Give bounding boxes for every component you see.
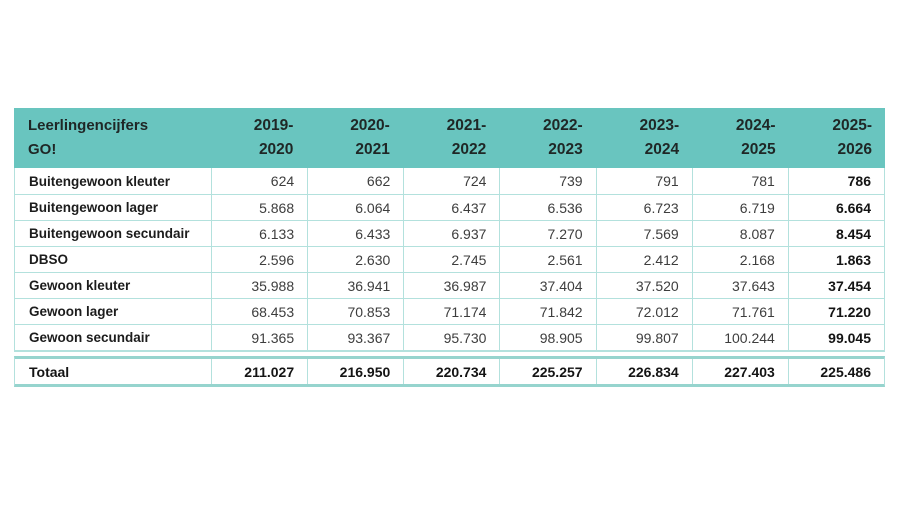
total-value-cell: 220.734 bbox=[403, 359, 499, 384]
value-cell: 98.905 bbox=[499, 325, 595, 350]
table-total-row: Totaal 211.027 216.950 220.734 225.257 226.83… bbox=[14, 356, 885, 387]
value-cell: 6.723 bbox=[595, 195, 692, 220]
total-value-cell: 211.027 bbox=[211, 359, 307, 384]
value-cell: 37.643 bbox=[691, 273, 788, 298]
table-row: Gewoon secundair 91.365 93.367 95.730 98.905… bbox=[15, 324, 884, 350]
value-cell: 71.220 bbox=[787, 299, 884, 324]
value-cell: 99.045 bbox=[787, 325, 884, 350]
table-row: Gewoon kleuter 35.988 36.941 36.987 37.404 37… bbox=[15, 272, 884, 298]
total-value-cell: 225.486 bbox=[787, 359, 884, 384]
value-cell: 72.012 bbox=[595, 299, 692, 324]
column-header-2024-2025: 2024- 2025 bbox=[735, 117, 776, 158]
table-row: Gewoon lager 68.453 70.853 71.174 71.842 72.0… bbox=[15, 298, 884, 324]
column-header-2021-2022: 2021- 2022 bbox=[446, 117, 487, 158]
row-label: Gewoon kleuter bbox=[29, 278, 131, 293]
table-row: DBSO 2.596 2.630 2.745 2.561 2.412 2.168 1.863 bbox=[15, 246, 884, 272]
row-label: Buitengewoon secundair bbox=[29, 226, 190, 241]
value-cell: 6.064 bbox=[307, 195, 403, 220]
value-cell: 36.987 bbox=[403, 273, 499, 298]
value-cell: 71.842 bbox=[499, 299, 595, 324]
value-cell: 99.807 bbox=[595, 325, 692, 350]
column-header-2020-2021: 2020- 2021 bbox=[350, 117, 390, 158]
value-cell: 2.630 bbox=[307, 247, 403, 272]
value-cell: 7.270 bbox=[499, 221, 595, 246]
value-cell: 8.087 bbox=[691, 221, 788, 246]
value-cell: 6.937 bbox=[403, 221, 499, 246]
total-value-cell: 225.257 bbox=[499, 359, 595, 384]
value-cell: 739 bbox=[499, 168, 595, 194]
value-cell: 6.719 bbox=[691, 195, 788, 220]
value-cell: 2.745 bbox=[403, 247, 499, 272]
value-cell: 91.365 bbox=[211, 325, 307, 350]
leerlingencijfers-table: Leerlingencijfers GO! 2019- 2020 2020- 202… bbox=[14, 108, 885, 387]
table-row: Buitengewoon lager 5.868 6.064 6.437 6.536 6.… bbox=[15, 194, 884, 220]
value-cell: 93.367 bbox=[307, 325, 403, 350]
row-label: Buitengewoon lager bbox=[29, 200, 159, 215]
value-cell: 37.404 bbox=[499, 273, 595, 298]
value-cell: 6.133 bbox=[211, 221, 307, 246]
table-body: Buitengewoon kleuter 624 662 724 739 791 781 78… bbox=[14, 168, 885, 352]
value-cell: 68.453 bbox=[211, 299, 307, 324]
value-cell: 5.868 bbox=[211, 195, 307, 220]
value-cell: 36.941 bbox=[307, 273, 403, 298]
value-cell: 37.520 bbox=[595, 273, 692, 298]
value-cell: 71.174 bbox=[403, 299, 499, 324]
value-cell: 1.863 bbox=[787, 247, 884, 272]
row-label: DBSO bbox=[29, 252, 69, 267]
column-header-2019-2020: 2019- 2020 bbox=[253, 117, 294, 158]
column-header-2023-2024: 2023- 2024 bbox=[639, 117, 680, 158]
value-cell: 6.437 bbox=[403, 195, 499, 220]
value-cell: 71.761 bbox=[691, 299, 788, 324]
value-cell: 95.730 bbox=[403, 325, 499, 350]
value-cell: 724 bbox=[403, 168, 499, 194]
total-value-cell: 226.834 bbox=[595, 359, 692, 384]
value-cell: 662 bbox=[307, 168, 403, 194]
row-label: Gewoon secundair bbox=[29, 330, 150, 345]
value-cell: 6.433 bbox=[307, 221, 403, 246]
column-header-2022-2023: 2022- 2023 bbox=[543, 117, 583, 158]
value-cell: 7.569 bbox=[595, 221, 692, 246]
value-cell: 6.664 bbox=[787, 195, 884, 220]
value-cell: 781 bbox=[691, 168, 788, 194]
value-cell: 100.244 bbox=[691, 325, 788, 350]
row-label: Gewoon lager bbox=[29, 304, 119, 319]
total-value-cell: 227.403 bbox=[691, 359, 788, 384]
value-cell: 8.454 bbox=[787, 221, 884, 246]
value-cell: 37.454 bbox=[787, 273, 884, 298]
total-label: Totaal bbox=[29, 363, 70, 380]
table-title: Leerlingencijfers GO! bbox=[28, 117, 149, 158]
total-value-cell: 216.950 bbox=[307, 359, 403, 384]
row-label: Buitengewoon kleuter bbox=[29, 173, 171, 189]
value-cell: 70.853 bbox=[307, 299, 403, 324]
value-cell: 2.596 bbox=[211, 247, 307, 272]
table-header-row: Leerlingencijfers GO! 2019- 2020 2020- 202… bbox=[14, 108, 885, 168]
column-header-2025-2026: 2025- 2026 bbox=[832, 117, 872, 158]
value-cell: 2.412 bbox=[595, 247, 692, 272]
value-cell: 2.561 bbox=[499, 247, 595, 272]
value-cell: 2.168 bbox=[691, 247, 788, 272]
value-cell: 786 bbox=[787, 168, 884, 194]
table-row: Buitengewoon secundair 6.133 6.433 6.937 7.2… bbox=[15, 220, 884, 246]
value-cell: 35.988 bbox=[211, 273, 307, 298]
table-row: Buitengewoon kleuter 624 662 724 739 791 781 78… bbox=[15, 168, 884, 194]
value-cell: 624 bbox=[211, 168, 307, 194]
value-cell: 791 bbox=[595, 168, 692, 194]
value-cell: 6.536 bbox=[499, 195, 595, 220]
